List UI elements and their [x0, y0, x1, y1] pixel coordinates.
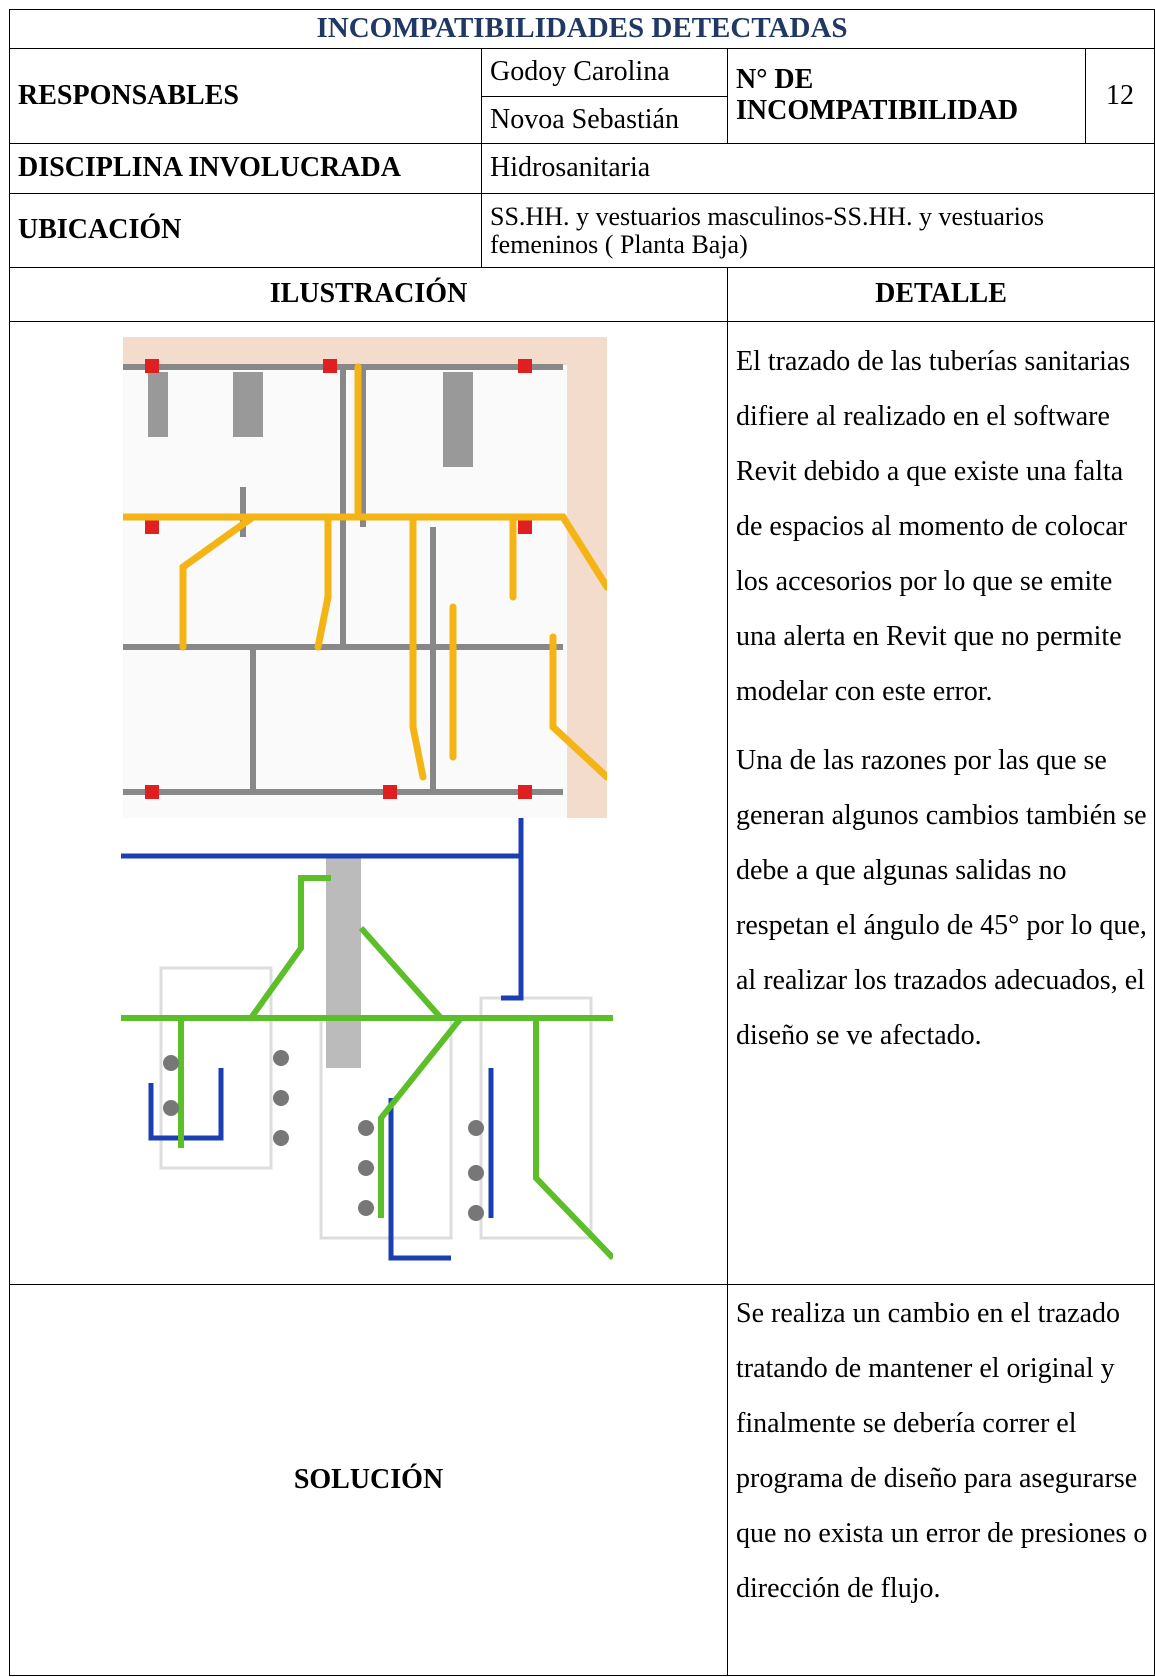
label: UBICACIÓN	[9, 193, 482, 268]
paragraph: El trazado de las tuberías sanitarias di…	[736, 346, 1131, 707]
number: 12	[1085, 48, 1155, 144]
value: Hidrosanitaria	[481, 143, 1155, 194]
paragraph: Una de las razones por las que se genera…	[736, 745, 1147, 1051]
label: SOLUCIÓN	[9, 1284, 728, 1676]
plan-drawing	[123, 337, 607, 818]
label: RESPONSABLES	[9, 48, 482, 144]
solution-text: Se realiza un cambio en el trazado trata…	[736, 1298, 1148, 1604]
detail-text: El trazado de las tuberías sanitarias di…	[736, 334, 1154, 1077]
section-header: ILUSTRACIÓN	[9, 267, 728, 322]
section-header: DETALLE	[727, 267, 1155, 322]
name: Godoy Carolina	[481, 48, 728, 97]
value: SS.HH. y vestuarios masculinos-SS.HH. y …	[481, 193, 1155, 268]
label: DISCIPLINA INVOLUCRADA	[9, 143, 482, 194]
model-drawing	[121, 818, 613, 1262]
label: N° DE INCOMPATIBILIDAD	[727, 48, 1086, 144]
title: INCOMPATIBILIDADES DETECTADAS	[9, 9, 1155, 49]
name: Novoa Sebastián	[481, 96, 728, 144]
